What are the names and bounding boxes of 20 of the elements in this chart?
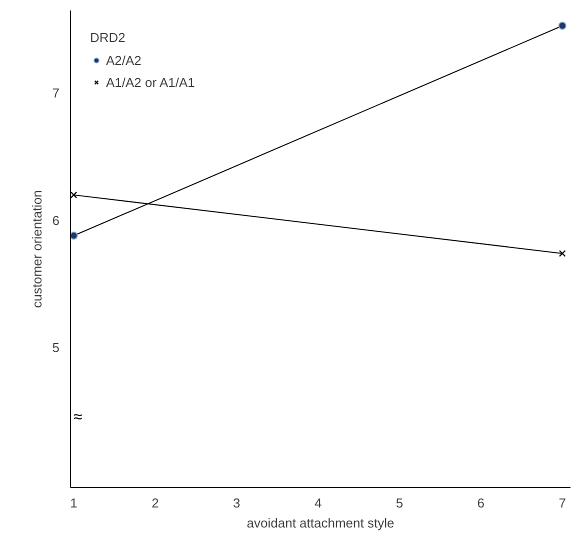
point <box>558 250 566 257</box>
y-tick-label: 7 <box>52 86 60 101</box>
y-tick-label: 5 <box>52 340 60 356</box>
point <box>70 192 78 198</box>
x-tick-label: 5 <box>396 496 404 510</box>
point <box>558 22 566 30</box>
x-tick-label: 3 <box>233 496 240 510</box>
x-tick-label: 1 <box>70 496 78 510</box>
x-tick-label: 7 <box>558 496 566 510</box>
y-tick-label: 6 <box>52 212 60 228</box>
x-tick-label: 4 <box>314 496 322 510</box>
point <box>70 232 78 240</box>
x-tick-label: 2 <box>152 496 159 510</box>
x-axis-title: avoidant attachment style <box>246 516 394 530</box>
legend-title: DRD2 <box>90 30 126 45</box>
legend-label: A2/A2 <box>106 52 142 68</box>
y-axis-title: customer orientation <box>29 190 44 308</box>
annotation: ≈ <box>74 409 82 426</box>
legend-label: A1/A2 or A1/A1 <box>106 74 195 90</box>
x-tick-label: 6 <box>477 496 485 510</box>
